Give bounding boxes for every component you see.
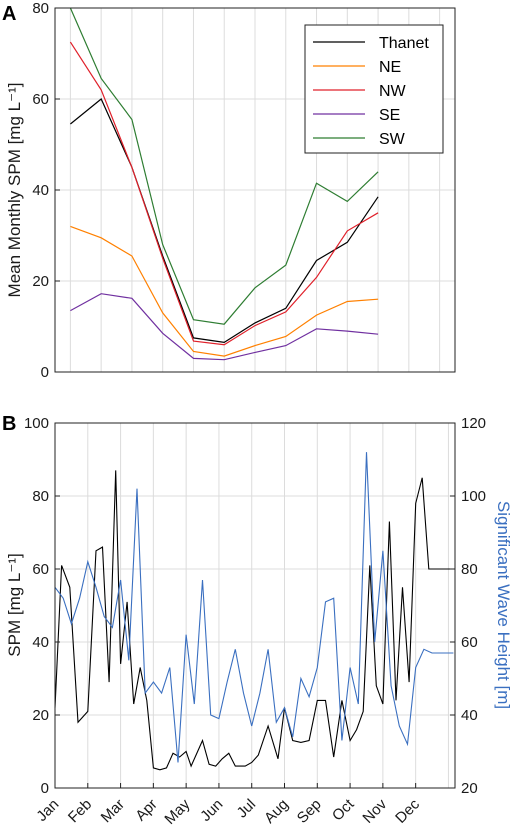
y-tick-label-right: 100 bbox=[461, 488, 486, 505]
y-tick-label: 20 bbox=[32, 707, 49, 724]
panel-a-y-axis-label: Mean Monthly SPM [mg L⁻¹] bbox=[5, 83, 24, 298]
legend-label-nw: NW bbox=[379, 83, 407, 100]
panel-b-y-ticks-left: 0 20 40 60 80 100 bbox=[24, 415, 60, 797]
y-tick-label: 80 bbox=[32, 488, 49, 505]
y-tick-label: 60 bbox=[32, 561, 49, 578]
y-tick-label-right: 80 bbox=[461, 561, 478, 578]
x-tick-label: Dec bbox=[392, 796, 423, 827]
x-tick-label: Oct bbox=[329, 795, 358, 824]
panel-b-label: B bbox=[2, 413, 16, 435]
y-tick-label: 0 bbox=[41, 364, 49, 381]
x-tick-label: Apr bbox=[132, 796, 161, 825]
panel-a-label: A bbox=[2, 3, 16, 25]
series-line-spm bbox=[54, 470, 454, 771]
y-tick-label: 0 bbox=[41, 780, 49, 797]
y-tick-label-right: 120 bbox=[461, 415, 486, 432]
legend-label-thanet: Thanet bbox=[379, 35, 429, 52]
y-tick-label-right: 40 bbox=[461, 707, 478, 724]
y-tick-label: 40 bbox=[32, 182, 49, 199]
series-line-nw bbox=[69, 41, 379, 346]
panel-b-y-axis-label-right: Significant Wave Height [m] bbox=[494, 501, 512, 709]
x-tick-label: Feb bbox=[65, 796, 95, 826]
series-line-thanet bbox=[70, 98, 379, 344]
x-tick-label: Jun bbox=[197, 796, 226, 825]
legend-label-sw: SW bbox=[379, 131, 406, 148]
panel-b-frame bbox=[54, 422, 456, 789]
y-tick-label: 40 bbox=[32, 634, 49, 651]
x-tick-label: Sep bbox=[294, 796, 325, 827]
x-tick-label: May bbox=[161, 796, 193, 828]
y-tick-label-right: 20 bbox=[461, 780, 478, 797]
panel-a-y-ticks: 0 20 40 60 80 bbox=[32, 0, 60, 381]
x-tick-label: Nov bbox=[359, 796, 390, 827]
x-tick-label: Jan bbox=[33, 796, 62, 825]
legend-label-se: SE bbox=[379, 107, 400, 124]
y-tick-label-right: 60 bbox=[461, 634, 478, 651]
legend-box bbox=[304, 24, 444, 154]
series-line-ne bbox=[70, 225, 379, 357]
series-line-significant-wave-height bbox=[54, 452, 454, 763]
panel-b-y-ticks-right: 20 40 60 80 100 120 bbox=[450, 415, 486, 797]
panel-a-series bbox=[69, 7, 379, 361]
x-tick-label: Mar bbox=[98, 796, 128, 826]
y-tick-label: 80 bbox=[32, 0, 49, 17]
series-line-se bbox=[70, 293, 379, 361]
x-tick-label: Aug bbox=[261, 796, 292, 827]
series-line-sw bbox=[69, 7, 379, 325]
panel-a: A 0 20 40 60 80 Mean Monthly SPM [mg L⁻¹] Th… bbox=[2, 0, 456, 381]
legend: Thanet NE NW SE SW bbox=[304, 24, 444, 154]
y-tick-label: 100 bbox=[24, 415, 49, 432]
panel-b-series bbox=[54, 452, 454, 771]
legend-label-ne: NE bbox=[379, 59, 401, 76]
panel-b-x-ticks: Jan Feb Mar Apr May Jun Jul Aug Sep Oct Nov Dec bbox=[33, 783, 423, 828]
panel-b-y-axis-label-left: SPM [mg L⁻¹] bbox=[5, 553, 24, 656]
y-tick-label: 60 bbox=[32, 91, 49, 108]
y-tick-label: 20 bbox=[32, 273, 49, 290]
x-tick-label: Jul bbox=[234, 796, 260, 822]
